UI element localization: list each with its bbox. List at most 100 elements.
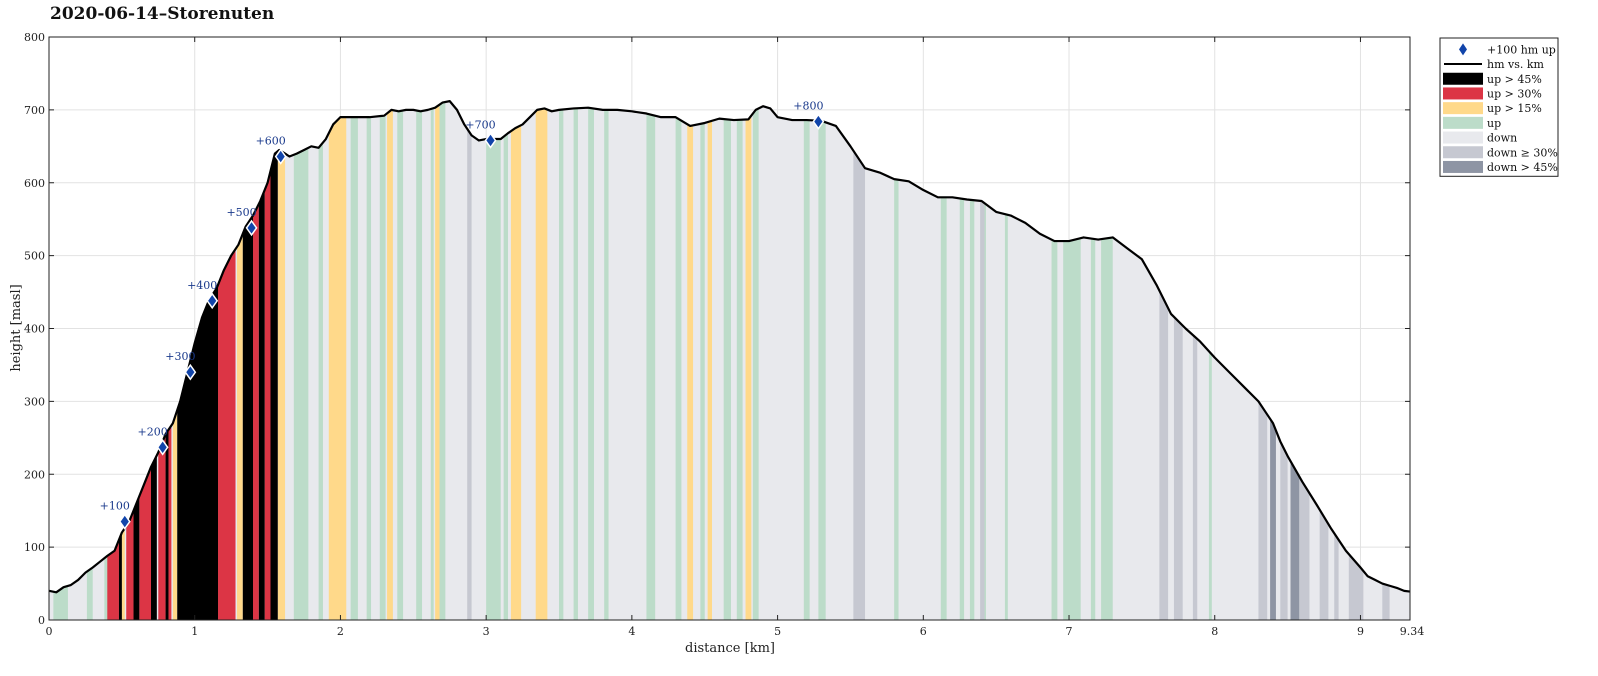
y-tick-label: 400 (24, 323, 45, 336)
segment-up (604, 109, 609, 620)
marker-label: +500 (226, 206, 256, 219)
marker-diamond (812, 113, 825, 130)
segment-up-gt-45 (118, 532, 122, 620)
segment-up-gt-15 (707, 120, 713, 620)
x-axis-label: distance [km] (685, 641, 775, 656)
segment-up (940, 197, 947, 620)
segment-up (1004, 214, 1008, 620)
y-tick-label: 0 (38, 614, 45, 627)
segment-up-gt-45 (242, 215, 253, 621)
legend-label: up > 30% (1487, 87, 1542, 100)
x-tick-label: 1 (191, 625, 198, 638)
segment-up-gt-15 (435, 104, 440, 620)
segment-up-gt-45 (258, 190, 265, 621)
legend-label: +100 hm up (1487, 43, 1556, 56)
segment-down-ge-30 (1280, 441, 1288, 620)
x-tick-label: 5 (774, 625, 781, 638)
marker-label: +800 (793, 100, 823, 113)
segment-up (646, 113, 656, 621)
marker-diamond (484, 132, 497, 149)
segment-down-ge-30 (1173, 316, 1183, 620)
legend-label: up (1487, 117, 1501, 130)
segment-down-ge-30 (1299, 476, 1310, 620)
legend-swatch (1443, 160, 1483, 173)
segment-up (350, 117, 358, 620)
segment-up (503, 133, 509, 620)
segment-up (959, 198, 965, 621)
legend-label: up > 15% (1487, 102, 1542, 115)
tick-labels: 0 1 2 3 4 5 6 7 8 9 9.34 0 100 200 300 400 500 600 700 800 (24, 31, 1424, 638)
segment-up-gt-45 (165, 429, 169, 620)
segment-up-gt-15 (745, 115, 752, 620)
segment-up (818, 120, 826, 620)
segment-up-gt-45 (270, 151, 278, 621)
segment-up (1208, 351, 1212, 620)
x-tick-label: 2 (337, 625, 344, 638)
segment-up (53, 585, 68, 620)
segment-down-gt-45 (1290, 461, 1300, 620)
y-tick-label: 500 (24, 250, 45, 263)
marker-diamond (118, 513, 131, 530)
segment-down-ge-30 (853, 150, 866, 620)
segment-up (430, 108, 434, 620)
segment-up-gt-30 (168, 425, 172, 620)
legend-marker-icon (1459, 43, 1467, 56)
segment-up-gt-15 (687, 124, 694, 620)
segment-up (379, 114, 386, 620)
x-tick-label: 8 (1211, 625, 1218, 638)
x-tick-label: 4 (628, 625, 635, 638)
y-tick-label: 600 (24, 177, 45, 190)
marker-label: +200 (138, 425, 168, 438)
legend-swatch (1443, 102, 1483, 115)
x-tick-label: 7 (1066, 625, 1073, 638)
segment-up (588, 107, 594, 620)
segment-up (439, 102, 446, 620)
segment-down-ge-30 (980, 200, 985, 620)
segment-up (723, 119, 731, 620)
segment-down-ge-30 (1258, 401, 1268, 620)
y-axis-label: height [masl] (9, 284, 24, 371)
legend-label: up > 45% (1487, 73, 1542, 86)
segment-down-ge-30 (1334, 533, 1339, 620)
segment-down-gt-45 (1270, 418, 1276, 620)
marker-diamond (156, 438, 169, 456)
segment-up-gt-15 (510, 125, 522, 621)
marker-diamond (184, 363, 197, 381)
legend-swatch (1443, 146, 1483, 159)
legend-label: down (1487, 132, 1517, 145)
segment-down-ge-30 (1192, 335, 1198, 620)
y-tick-label: 100 (24, 541, 45, 554)
legend-label: hm vs. km (1487, 58, 1545, 71)
segment-up (752, 108, 759, 621)
segment-up-gt-15 (387, 109, 393, 620)
chart-title: 2020-06-14–Storenuten (50, 4, 275, 24)
legend-swatch (1443, 131, 1483, 144)
segment-up (559, 109, 564, 620)
x-tick-label: 9.34 (1400, 625, 1425, 638)
segment-up-gt-15 (277, 149, 286, 620)
segment-up (318, 142, 323, 620)
marker-diamond (274, 148, 287, 165)
x-tick-label: 3 (483, 625, 490, 638)
marker-label: +400 (187, 279, 217, 292)
legend-swatch (1443, 116, 1483, 129)
segment-up (397, 110, 404, 621)
segment-up (1090, 238, 1096, 620)
y-tick-label: 200 (24, 468, 45, 481)
segment-up-gt-45 (133, 496, 140, 620)
segment-up-gt-30 (139, 466, 151, 620)
marker-label: +100 (100, 500, 130, 513)
legend-swatch (1443, 87, 1483, 100)
segment-down-ge-30 (1348, 554, 1364, 620)
legend: +100 hm up hm vs. km up > 45%up > 30% up > … (1439, 37, 1559, 177)
segment-up-gt-30 (126, 510, 134, 620)
segment-up-gt-30 (107, 539, 119, 620)
segment-up (803, 120, 810, 620)
legend-label: down > 45% (1487, 161, 1558, 174)
segment-up-gt-45 (151, 455, 157, 620)
segment-up (86, 567, 93, 620)
marker-diamond (245, 219, 258, 237)
marker-label: +300 (165, 350, 195, 363)
segment-up (1101, 237, 1113, 620)
